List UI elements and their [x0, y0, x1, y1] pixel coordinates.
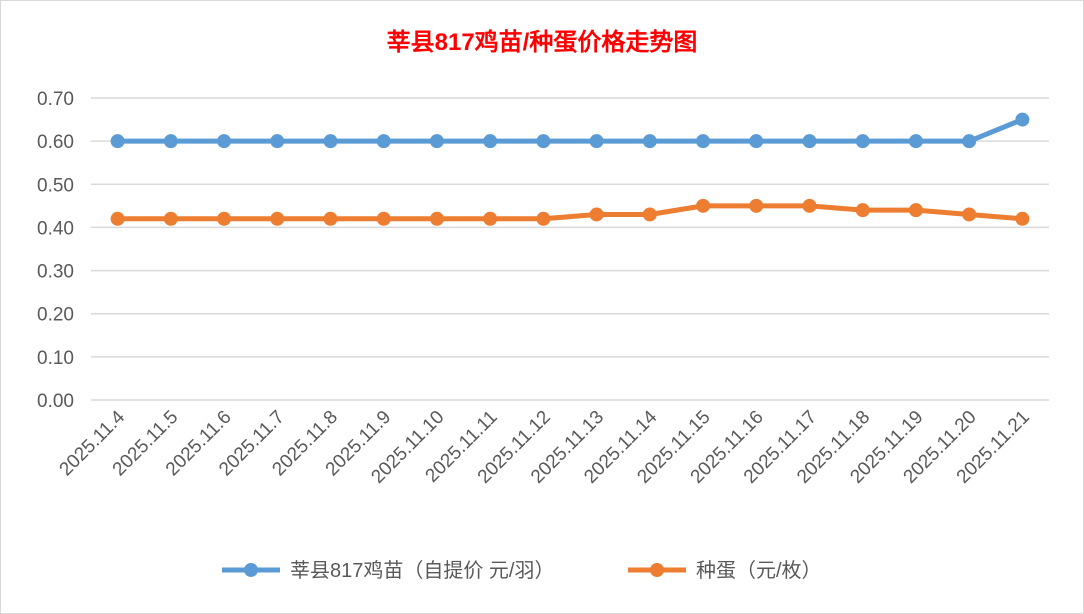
data-point — [217, 134, 232, 149]
series-line — [117, 117, 1024, 144]
data-point — [323, 134, 338, 149]
data-point — [855, 203, 870, 218]
data-point — [536, 134, 551, 149]
y-tick-label: 0.60 — [37, 132, 74, 153]
data-point — [429, 134, 444, 149]
data-point — [270, 211, 285, 226]
series-line — [117, 203, 1023, 222]
y-tick-label: 0.30 — [37, 262, 74, 283]
data-point — [376, 134, 391, 149]
data-point — [429, 211, 444, 226]
data-point — [908, 203, 923, 218]
data-point — [962, 207, 977, 222]
legend-marker — [650, 563, 664, 577]
data-point — [1015, 112, 1030, 127]
data-point — [163, 134, 178, 149]
data-point — [589, 134, 604, 149]
data-point — [962, 134, 977, 149]
y-tick-label: 0.00 — [37, 391, 74, 412]
y-tick-label: 0.50 — [37, 175, 74, 196]
data-point — [1015, 211, 1030, 226]
data-point — [802, 198, 817, 213]
y-tick-label: 0.70 — [37, 89, 74, 110]
data-point — [323, 211, 338, 226]
legend-label: 种蛋（元/枚） — [696, 559, 822, 582]
data-point — [270, 134, 285, 149]
data-point — [483, 211, 498, 226]
data-point — [749, 134, 764, 149]
data-point — [749, 198, 764, 213]
data-point — [110, 134, 125, 149]
y-tick-label: 0.20 — [37, 305, 74, 326]
y-tick-label: 0.10 — [37, 348, 74, 369]
data-point — [642, 207, 657, 222]
data-point — [696, 198, 711, 213]
data-point — [696, 134, 711, 149]
data-point — [855, 134, 870, 149]
data-point — [908, 134, 923, 149]
legend-marker — [244, 563, 258, 577]
chart-title: 莘县817鸡苗/种蛋价格走势图 — [387, 28, 698, 56]
data-point — [163, 211, 178, 226]
data-point — [589, 207, 604, 222]
data-point — [536, 211, 551, 226]
data-point — [802, 134, 817, 149]
legend-label: 莘县817鸡苗（自提价 元/羽） — [290, 559, 554, 582]
y-tick-label: 0.40 — [37, 218, 74, 239]
data-point — [483, 134, 498, 149]
data-point — [376, 211, 391, 226]
data-point — [110, 211, 125, 226]
data-point — [217, 211, 232, 226]
data-point — [642, 134, 657, 149]
